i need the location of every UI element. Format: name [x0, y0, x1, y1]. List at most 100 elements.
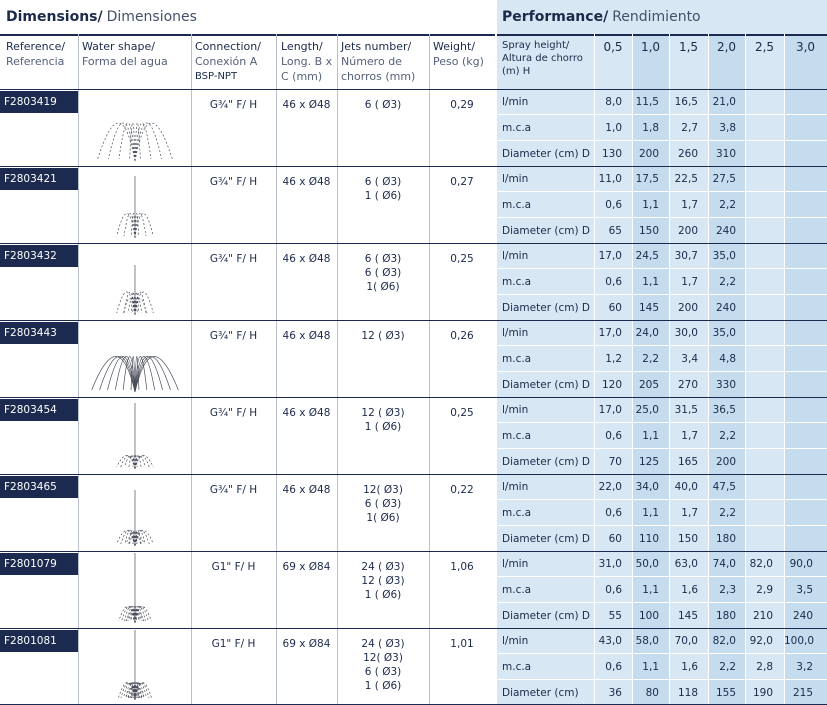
diameter-row-value: 155 [715, 687, 736, 699]
reference-badge: F2803421 [0, 168, 78, 190]
water-jet-stroke [91, 356, 136, 393]
diameter-row-value: 65 [608, 225, 622, 237]
pressure-row-label: m.c.a [502, 353, 532, 365]
subrow-separator [497, 525, 827, 526]
header-water-shape-es: Forma del agua [82, 55, 168, 68]
header-water-shape-en: Water shape/ [82, 40, 155, 53]
subrow-separator [497, 679, 827, 680]
diameter-row-label: Diameter (cm) D [502, 379, 590, 391]
diameter-row-value: 165 [677, 456, 698, 468]
water-jet-stroke [99, 356, 136, 393]
length-value: 46 x Ø48 [282, 407, 331, 419]
dimension-column-divider [337, 34, 338, 705]
length-value: 69 x Ø84 [282, 561, 331, 573]
pressure-row-value: 1,0 [605, 122, 622, 134]
pressure-row-value: 1,7 [681, 276, 698, 288]
pressure-row-label: m.c.a [502, 199, 532, 211]
performance-column-divider [784, 34, 785, 705]
header-connection-en: Connection/ [195, 40, 261, 53]
water-jet-stroke [134, 298, 147, 316]
pressure-row-value: 1,1 [642, 584, 659, 596]
flow-row-value: 24,5 [635, 250, 659, 262]
diameter-row-value: 200 [638, 148, 659, 160]
flow-row-value: 92,0 [749, 635, 773, 647]
flow-row-value: 34,0 [635, 481, 659, 493]
water-jet-stroke [127, 688, 136, 701]
water-jet-stroke [123, 291, 136, 316]
pressure-row-value: 1,6 [681, 661, 698, 673]
weight-value: 1,06 [450, 561, 474, 573]
water-shape-icon [116, 403, 154, 470]
water-jet-stroke [134, 536, 141, 547]
water-jet-stroke [127, 298, 136, 316]
pressure-row-value: 2,2 [719, 199, 736, 211]
subrow-separator [497, 576, 827, 577]
water-jet-stroke [133, 612, 136, 624]
performance-column-divider [594, 34, 595, 705]
diameter-row-value: 60 [608, 302, 622, 314]
dimensions-title-en: Dimensions/ [6, 9, 103, 25]
height-header-3: 2,0 [716, 40, 737, 54]
subrow-separator [497, 371, 827, 372]
water-shape-icon [91, 356, 179, 393]
diameter-row-value: 205 [638, 379, 659, 391]
connection-value: G¾" F/ H [209, 176, 258, 188]
water-jet-stroke [134, 291, 154, 316]
diameter-row-label: Diameter (cm) D [502, 533, 590, 545]
pressure-row-value: 1,1 [642, 276, 659, 288]
diameter-row-label: Diameter (cm) D [502, 302, 590, 314]
weight-value: 0,27 [450, 176, 474, 188]
reference-badge: F2803419 [0, 91, 78, 113]
diameter-row-value: 180 [715, 610, 736, 622]
jets-value: 6 ( Ø3) [364, 666, 402, 678]
pressure-row-value: 2,2 [642, 353, 659, 365]
water-jet-stroke [116, 213, 136, 239]
flow-row-value: 8,0 [605, 96, 622, 108]
diameter-row-value: 70 [608, 456, 622, 468]
subrow-separator [497, 653, 827, 654]
flow-row-value: 43,0 [598, 635, 622, 647]
header-connection-extra: BSP-NPT [195, 71, 238, 82]
diameter-row-label: Diameter (cm) D [502, 148, 590, 160]
reference-badge: F2801079 [0, 553, 78, 575]
weight-value: 0,22 [450, 484, 474, 496]
pressure-row-value: 1,1 [642, 661, 659, 673]
flow-row-label: l/min [502, 558, 529, 570]
pressure-row-label: m.c.a [502, 430, 532, 442]
row-separator [0, 474, 827, 475]
pressure-row-label: m.c.a [502, 661, 532, 673]
water-jet-stroke [128, 530, 136, 547]
diameter-row-label: Diameter (cm) [502, 687, 579, 699]
jets-value: 1 ( Ø6) [364, 589, 402, 601]
pressure-row-value: 0,6 [605, 276, 622, 288]
diameter-row-value: 100 [638, 610, 659, 622]
water-jet-stroke [130, 612, 136, 624]
flow-row-label: l/min [502, 404, 529, 416]
header-weight: Weight/ Peso (kg) [433, 34, 493, 89]
pressure-row-value: 0,6 [605, 199, 622, 211]
performance-column-divider [708, 34, 709, 705]
water-jet-stroke [107, 356, 136, 393]
height-header-2: 1,5 [678, 40, 699, 54]
pressure-row-value: 0,6 [605, 661, 622, 673]
water-jet-stroke [129, 536, 136, 547]
header-connection: Connection/ Conexión A BSP-NPT [195, 34, 275, 89]
flow-row-value: 16,5 [674, 96, 698, 108]
water-jet-stroke [123, 213, 136, 239]
subrow-separator [497, 448, 827, 449]
subrow-separator [497, 268, 827, 269]
pressure-row-label: m.c.a [502, 122, 532, 134]
water-shape-icon [116, 265, 154, 316]
flow-row-value: 22,0 [598, 481, 622, 493]
water-jet-stroke [129, 122, 136, 162]
header-weight-es: Peso (kg) [433, 55, 484, 68]
dimension-column-divider [429, 34, 430, 705]
header-length: Length/ Long. B x C (mm) [281, 34, 336, 89]
dimension-column-divider [78, 34, 79, 705]
performance-column-divider [669, 34, 670, 705]
pressure-row-value: 2,2 [719, 430, 736, 442]
highlight-column-3 [784, 34, 827, 705]
diameter-row-value: 310 [715, 148, 736, 160]
diameter-row-value: 200 [677, 225, 698, 237]
jets-value: 6 ( Ø3) [364, 99, 402, 111]
